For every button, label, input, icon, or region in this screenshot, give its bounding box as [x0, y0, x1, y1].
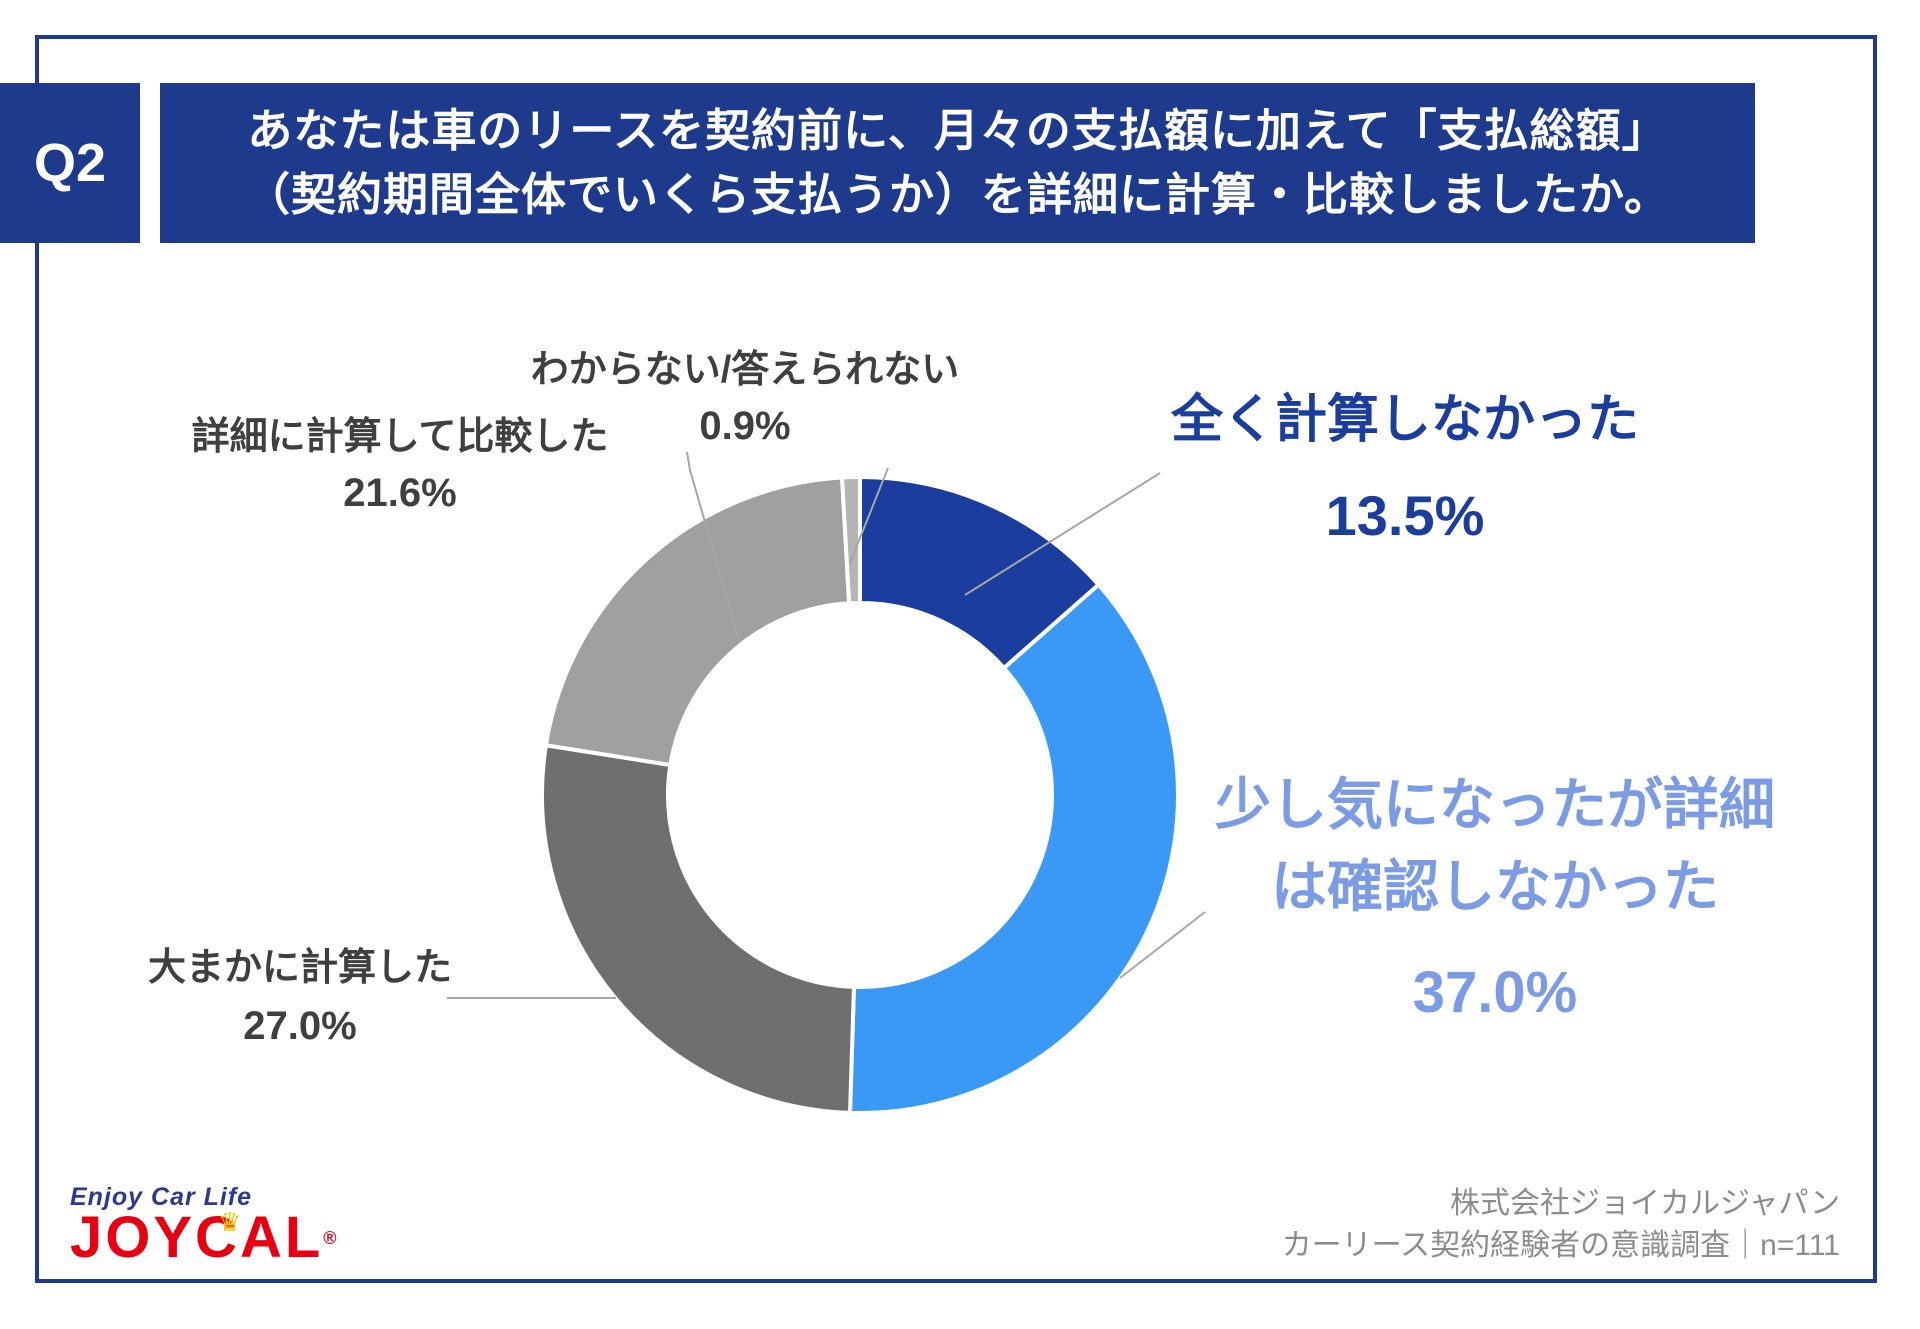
callout-somewhat-pct: 37.0%: [1412, 960, 1578, 1025]
callout-somewhat-label-line2: は確認しなかった: [1271, 855, 1719, 918]
attribution-company: 株式会社ジョイカルジャパン: [1450, 1187, 1840, 1220]
logo-brand-text: JOYCAL: [70, 1205, 324, 1270]
donut-slice-2: [540, 743, 856, 1115]
donut-slice-3: [543, 475, 852, 767]
callout-detailed-label: 詳細に計算して比較した: [191, 416, 609, 458]
attribution-survey: カーリース契約経験者の意識調査｜n=111: [1281, 1229, 1840, 1262]
callout-unknown-label: わからない/答えられない: [530, 349, 960, 391]
callout-somewhat-label-line1: 少し気になったが詳細: [1215, 773, 1775, 836]
leader-line-0: [964, 472, 1161, 596]
joycal-logo: Enjoy Car Life ♛ JOYCAL®: [70, 1183, 340, 1267]
logo-tagline: Enjoy Car Life: [70, 1183, 253, 1211]
crown-icon: ♛: [218, 1207, 245, 1237]
leader-line-4: [849, 467, 889, 564]
slide-border-frame: [35, 35, 1877, 1283]
callout-rough: 大まかに計算した 27.0%: [148, 943, 452, 1051]
callout-none-pct: 13.5%: [1325, 484, 1485, 547]
donut-slice-1: [848, 582, 1180, 1115]
donut-slice-4: [840, 475, 862, 606]
callout-unknown-pct: 0.9%: [699, 404, 791, 448]
callout-none: 全く計算しなかった 13.5%: [1171, 388, 1639, 548]
leader-line-1: [1119, 911, 1206, 979]
callout-unknown: わからない/答えられない 0.9%: [531, 345, 960, 451]
logo-brand: ♛ JOYCAL®: [70, 1207, 340, 1267]
question-title-line2: （契約期間全体でいくら支払うか）を詳細に計算・比較しましたか。: [244, 169, 1671, 220]
question-number-badge: Q2: [0, 83, 140, 243]
callout-detailed: 詳細に計算して比較した 21.6%: [192, 412, 609, 518]
attribution: 株式会社ジョイカルジャパン カーリース契約経験者の意識調査｜n=111: [1282, 1183, 1840, 1267]
leader-line-3: [686, 451, 740, 641]
callout-rough-pct: 27.0%: [243, 1004, 357, 1048]
callout-detailed-pct: 21.6%: [343, 471, 457, 515]
callout-none-label: 全く計算しなかった: [1170, 391, 1640, 449]
callout-somewhat: 少し気になったが詳細 は確認しなかった 37.0%: [1215, 764, 1775, 1034]
callout-rough-label: 大まかに計算した: [147, 947, 453, 989]
question-title-bar: あなたは車のリースを契約前に、月々の支払額に加えて「支払総額」 （契約期間全体で…: [160, 83, 1755, 243]
registered-mark: ®: [323, 1228, 340, 1248]
question-title-line1: あなたは車のリースを契約前に、月々の支払額に加えて「支払総額」: [247, 105, 1668, 156]
question-number: Q2: [33, 133, 107, 193]
